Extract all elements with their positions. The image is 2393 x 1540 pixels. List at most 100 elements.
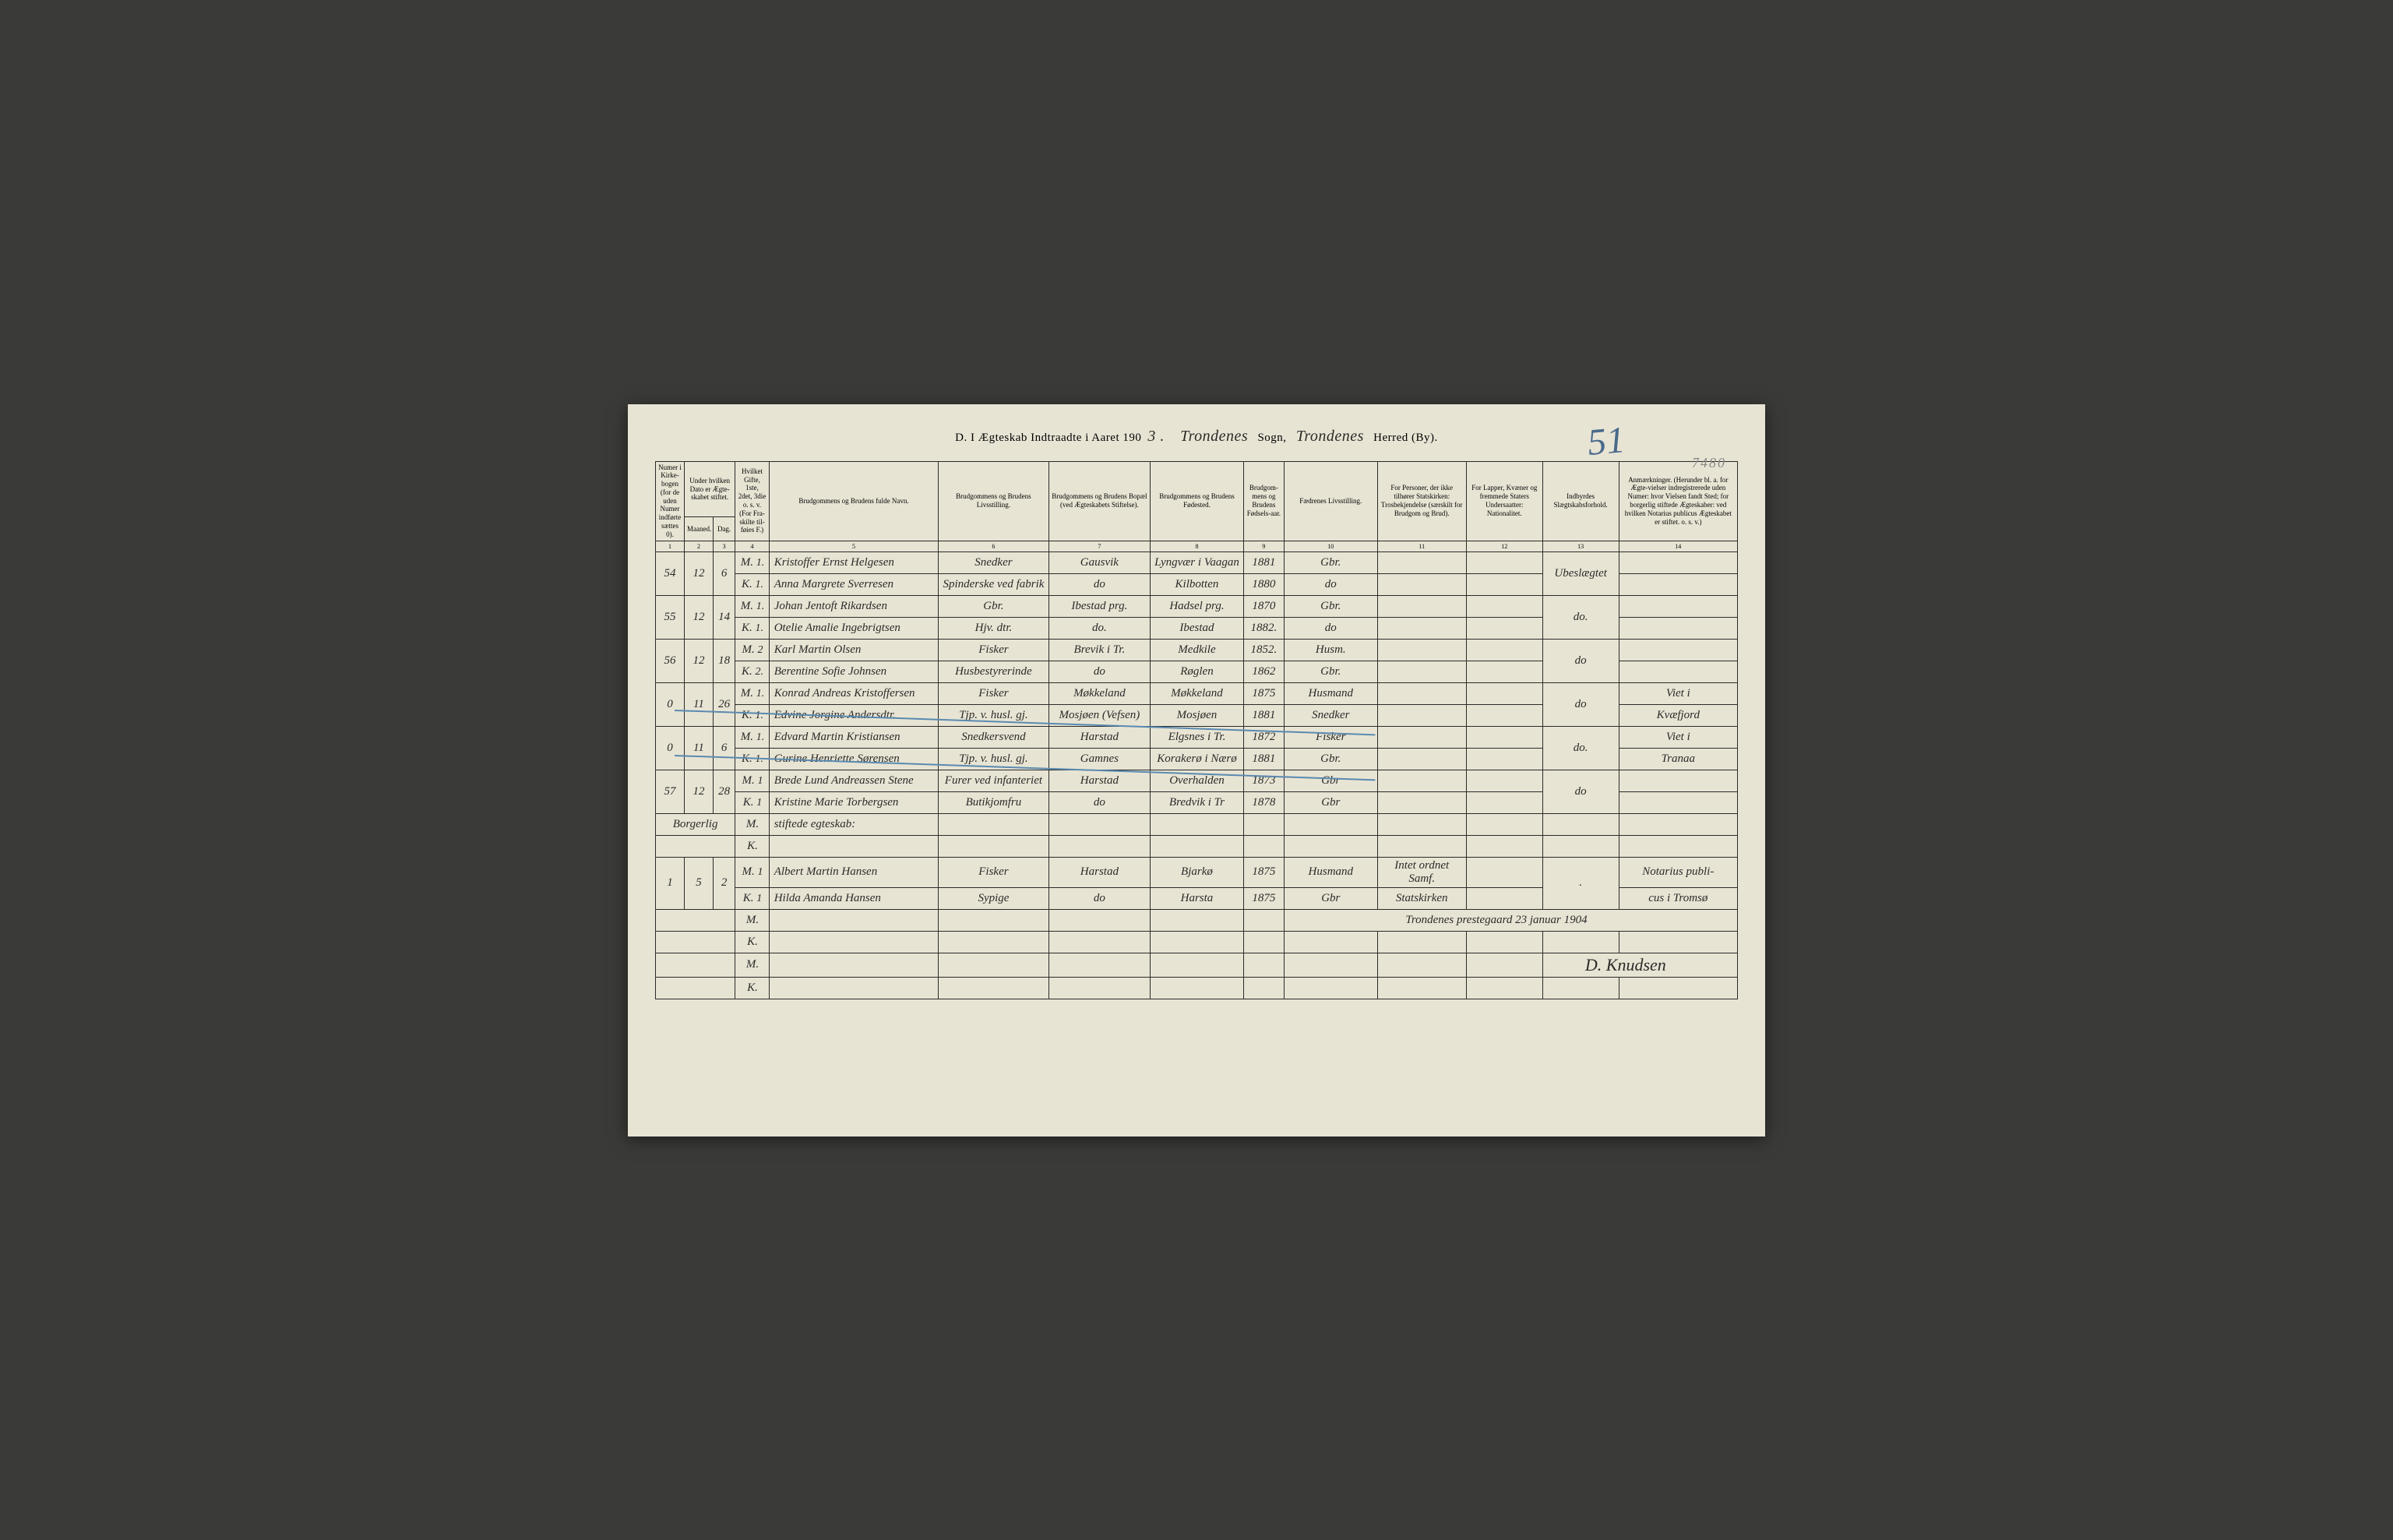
groom-confession [1377, 726, 1466, 748]
groom-position: Snedkersvend [939, 726, 1048, 748]
groom-position: Fisker [939, 857, 1048, 887]
mk-marker: M. 1 [735, 770, 770, 791]
mk-marker: M. 2 [735, 639, 770, 661]
bride-birthplace: Ibestad [1151, 617, 1244, 639]
mk-marker: K. 1. [735, 617, 770, 639]
bride-residence: do [1048, 661, 1151, 682]
bride-birthplace: Korakerø i Nærø [1151, 748, 1244, 770]
signature-row: K. [656, 931, 1738, 953]
herred-label: Herred (By). [1373, 432, 1438, 444]
bride-nationality [1466, 617, 1542, 639]
groom-father: Gbr [1284, 770, 1377, 791]
col-header-5: Brudgommens og Brudens fulde Navn. [769, 461, 939, 541]
kinship: do [1542, 770, 1619, 813]
groom-residence: Brevik i Tr. [1048, 639, 1151, 661]
bride-father: do [1284, 573, 1377, 595]
day: 2 [713, 857, 735, 909]
bride-confession [1377, 748, 1466, 770]
groom-residence: Ibestad prg. [1048, 595, 1151, 617]
groom-name: Albert Martin Hansen [769, 857, 939, 887]
groom-residence: Møkkeland [1048, 682, 1151, 704]
entry-number: 1 [656, 857, 685, 909]
bride-nationality [1466, 791, 1542, 813]
bride-birthplace: Bredvik i Tr [1151, 791, 1244, 813]
groom-father: Husmand [1284, 857, 1377, 887]
bride-confession: Statskirken [1377, 887, 1466, 909]
bride-birthyear: 1862 [1243, 661, 1284, 682]
groom-confession [1377, 770, 1466, 791]
bride-residence: Mosjøen (Vefsen) [1048, 704, 1151, 726]
bride-father: do [1284, 617, 1377, 639]
groom-father: Gbr. [1284, 595, 1377, 617]
colnum: 4 [735, 541, 770, 552]
bride-confession [1377, 791, 1466, 813]
day: 26 [713, 682, 735, 726]
colnum: 2 [684, 541, 713, 552]
mk-marker: K. 1. [735, 704, 770, 726]
signature-row: M. Trondenes prestegaard 23 januar 1904 [656, 909, 1738, 931]
groom-confession [1377, 639, 1466, 661]
bride-birthyear: 1882. [1243, 617, 1284, 639]
colnum: 3 [713, 541, 735, 552]
column-number-row: 1 2 3 4 5 6 7 8 9 10 11 12 13 14 [656, 541, 1738, 552]
groom-name: Johan Jentoft Rikardsen [769, 595, 939, 617]
groom-position: Gbr. [939, 595, 1048, 617]
col-header-12: For Lapper, Kvæner og fremmede Staters U… [1466, 461, 1542, 541]
colnum: 6 [939, 541, 1048, 552]
col-header-8: Brudgommens og Brudens Fødested. [1151, 461, 1244, 541]
col-header-3: Hvilket Gifte, 1ste, 2det, 3die o. s. v.… [735, 461, 770, 541]
bride-father: Gbr. [1284, 661, 1377, 682]
mk-marker: K. [735, 835, 770, 857]
groom-birthplace: Medkile [1151, 639, 1244, 661]
bride-residence: Gamnes [1048, 748, 1151, 770]
groom-birthyear: 1875 [1243, 857, 1284, 887]
groom-name: Edvard Martin Kristiansen [769, 726, 939, 748]
mk-marker: M. 1 [735, 857, 770, 887]
bride-name: Gurine Henriette Sørensen [769, 748, 939, 770]
bride-residence: do. [1048, 617, 1151, 639]
remarks [1619, 552, 1737, 573]
groom-name: Kristoffer Ernst Helgesen [769, 552, 939, 573]
kinship: do. [1542, 595, 1619, 639]
bride-birthplace: Kilbotten [1151, 573, 1244, 595]
mk-marker: M. 1. [735, 552, 770, 573]
entry-number: 56 [656, 639, 685, 682]
table-row: 54 12 6 M. 1. Kristoffer Ernst Helgesen … [656, 552, 1738, 573]
groom-name: Brede Lund Andreassen Stene [769, 770, 939, 791]
remarks [1619, 791, 1737, 813]
bride-father: Snedker [1284, 704, 1377, 726]
remarks: cus i Tromsø [1619, 887, 1737, 909]
colnum: 12 [1466, 541, 1542, 552]
groom-confession [1377, 595, 1466, 617]
groom-father: Husmand [1284, 682, 1377, 704]
section-label-row: Borgerlig M. stiftede egteskab: [656, 813, 1738, 835]
remarks [1619, 595, 1737, 617]
col-header-14: Anmærkninger. (Herunder bl. a. for Ægte-… [1619, 461, 1737, 541]
day: 28 [713, 770, 735, 813]
bride-confession [1377, 661, 1466, 682]
bride-birthyear: 1880 [1243, 573, 1284, 595]
groom-birthyear: 1873 [1243, 770, 1284, 791]
mk-marker: K. 2. [735, 661, 770, 682]
col-header-11: For Personer, der ikke tilhører Statskir… [1377, 461, 1466, 541]
colnum: 14 [1619, 541, 1737, 552]
col-header-1: Numer i Kirke-bogen (for de uden Numer i… [656, 461, 685, 541]
month: 12 [684, 770, 713, 813]
bride-nationality [1466, 887, 1542, 909]
bride-nationality [1466, 748, 1542, 770]
entry-number: 54 [656, 552, 685, 595]
col-header-2: Under hvilken Dato er Ægte-skabet stifte… [684, 461, 735, 517]
entry-number: 57 [656, 770, 685, 813]
bride-nationality [1466, 704, 1542, 726]
bride-birthplace: Harsta [1151, 887, 1244, 909]
entry-number: 0 [656, 682, 685, 726]
bride-name: Otelie Amalie Ingebrigtsen [769, 617, 939, 639]
mk-marker: K. 1. [735, 748, 770, 770]
remarks: Notarius publi- [1619, 857, 1737, 887]
groom-residence: Harstad [1048, 770, 1151, 791]
table-row: 0 11 26 M. 1. Konrad Andreas Kristoffers… [656, 682, 1738, 704]
colnum: 10 [1284, 541, 1377, 552]
entry-number: 55 [656, 595, 685, 639]
entry-number: 0 [656, 726, 685, 770]
kinship: do [1542, 682, 1619, 726]
